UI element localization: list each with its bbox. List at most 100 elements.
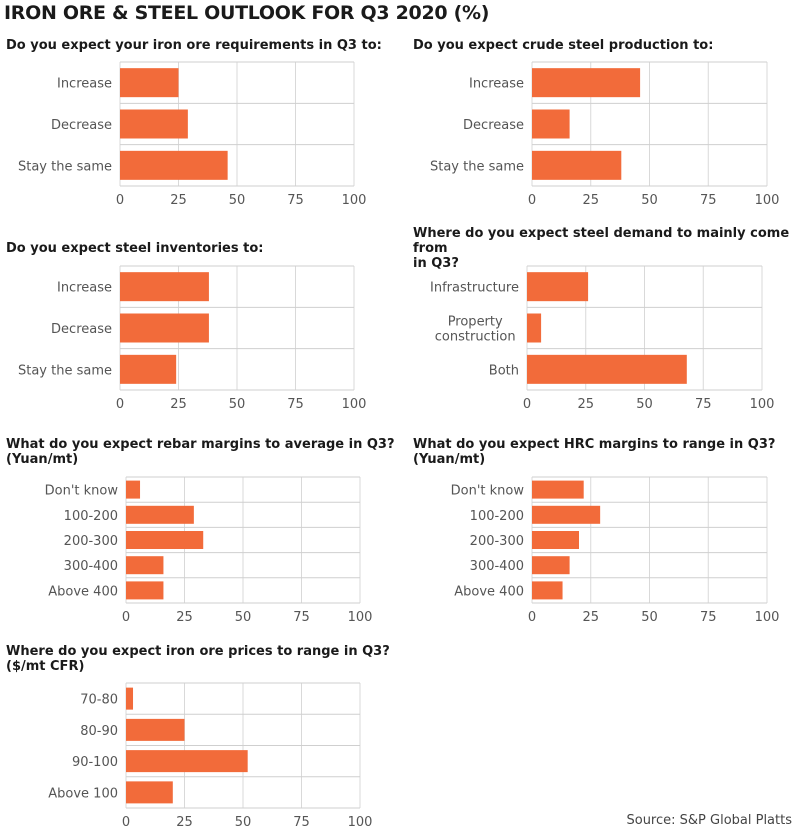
bar (532, 581, 563, 600)
tick-label: 25 (577, 397, 594, 412)
chart-5: Don't know 100-200 200-300 300-400 Above 400… (451, 476, 780, 625)
category-label: Both (489, 363, 519, 378)
bar (126, 581, 164, 600)
tick-label: 25 (170, 397, 187, 412)
bar (532, 505, 601, 524)
chart-title-iron-ore-requirements: Do you expect your iron ore requirements… (6, 38, 382, 53)
bar (126, 781, 173, 804)
category-label: Decrease (51, 118, 112, 133)
bar (532, 531, 579, 549)
tick-label: 25 (582, 193, 599, 208)
tick-label: 0 (122, 815, 130, 830)
category-label: 90-100 (72, 755, 118, 770)
category-label: 300-400 (470, 559, 524, 574)
tick-label: 0 (528, 193, 536, 208)
category-label: Decrease (51, 322, 112, 337)
tick-label: 75 (287, 397, 304, 412)
chart-title-crude-steel-production: Do you expect crude steel production to: (413, 38, 714, 53)
bar (120, 109, 188, 139)
tick-label: 50 (235, 815, 252, 830)
tick-label: 50 (636, 397, 653, 412)
category-label: Above 400 (48, 584, 118, 599)
chart-title-iron-ore-prices: Where do you expect iron ore prices to r… (6, 644, 390, 674)
bar (126, 531, 204, 549)
tick-label: 50 (229, 193, 246, 208)
chart-2: Increase Decrease Stay the same 0 25 50 75 100 (18, 265, 367, 412)
category-label: Don't know (45, 484, 119, 499)
tick-label: 75 (700, 193, 717, 208)
page-title: IRON ORE & STEEL OUTLOOK FOR Q3 2020 (%) (4, 2, 490, 24)
tick-label: 50 (229, 397, 246, 412)
tick-label: 100 (755, 610, 780, 625)
category-label: Don't know (451, 484, 525, 499)
tick-label: 100 (755, 193, 780, 208)
bar (532, 480, 584, 499)
tick-label: 75 (287, 193, 304, 208)
category-label: Stay the same (18, 159, 112, 174)
category-label: Property construction (435, 315, 516, 345)
category-label: Increase (469, 77, 524, 92)
category-label: Increase (57, 77, 112, 92)
bar (532, 109, 570, 139)
tick-label: 75 (695, 397, 712, 412)
chart-title-steel-inventories: Do you expect steel inventories to: (6, 241, 264, 256)
bar (527, 313, 542, 343)
bar (126, 718, 185, 741)
category-label: 100-200 (470, 509, 524, 524)
tick-label: 50 (641, 610, 658, 625)
chart-title-steel-demand: Where do you expect steel demand to main… (413, 226, 790, 271)
category-label: Increase (57, 281, 112, 296)
bar (527, 272, 589, 302)
category-label: Infrastructure (430, 281, 519, 296)
chart-1: Increase Decrease Stay the same 0 25 50 75 100 (430, 61, 780, 208)
bar (532, 556, 570, 575)
tick-label: 75 (700, 610, 717, 625)
bar (120, 313, 209, 343)
category-label: 70-80 (80, 693, 118, 708)
tick-label: 50 (641, 193, 658, 208)
tick-label: 0 (116, 397, 124, 412)
tick-label: 100 (750, 397, 775, 412)
bar (126, 687, 134, 710)
category-label: 200-300 (64, 534, 118, 549)
chart-title-rebar-margins: What do you expect rebar margins to aver… (6, 437, 395, 467)
source-note: Source: S&P Global Platts (626, 813, 792, 828)
tick-label: 25 (170, 193, 187, 208)
tick-label: 25 (582, 610, 599, 625)
bar (126, 556, 164, 575)
tick-label: 25 (176, 815, 193, 830)
tick-label: 100 (348, 610, 373, 625)
bar (126, 750, 248, 773)
category-label: Decrease (463, 118, 524, 133)
category-label: Above 100 (48, 786, 118, 801)
tick-label: 25 (176, 610, 193, 625)
bar (120, 354, 177, 384)
chart-3: Infrastructure Property construction Both 0 2… (430, 265, 775, 412)
category-label: 100-200 (64, 509, 118, 524)
category-label: Stay the same (18, 363, 112, 378)
tick-label: 75 (293, 610, 310, 625)
category-label: 300-400 (64, 559, 118, 574)
tick-label: 100 (342, 397, 367, 412)
bar (126, 480, 141, 499)
tick-label: 100 (342, 193, 367, 208)
tick-label: 75 (293, 815, 310, 830)
chart-0: Increase Decrease Stay the same 0 25 50 75 100 (18, 61, 367, 208)
category-label: 200-300 (470, 534, 524, 549)
chart-4: Don't know 100-200 200-300 300-400 Above 400… (45, 476, 373, 625)
category-label: Above 400 (454, 584, 524, 599)
category-label: 80-90 (80, 724, 118, 739)
chart-6: 70-80 80-90 90-100 Above 100 0 25 50 75 100 (48, 682, 372, 830)
category-label: Stay the same (430, 159, 524, 174)
tick-label: 50 (235, 610, 252, 625)
chart-title-hrc-margins: What do you expect HRC margins to range … (413, 437, 776, 467)
bar (532, 68, 641, 98)
bar (126, 505, 194, 524)
bar (120, 68, 179, 98)
tick-label: 0 (116, 193, 124, 208)
bar (532, 150, 622, 180)
tick-label: 0 (528, 610, 536, 625)
bar (120, 150, 228, 180)
bar (120, 272, 209, 302)
